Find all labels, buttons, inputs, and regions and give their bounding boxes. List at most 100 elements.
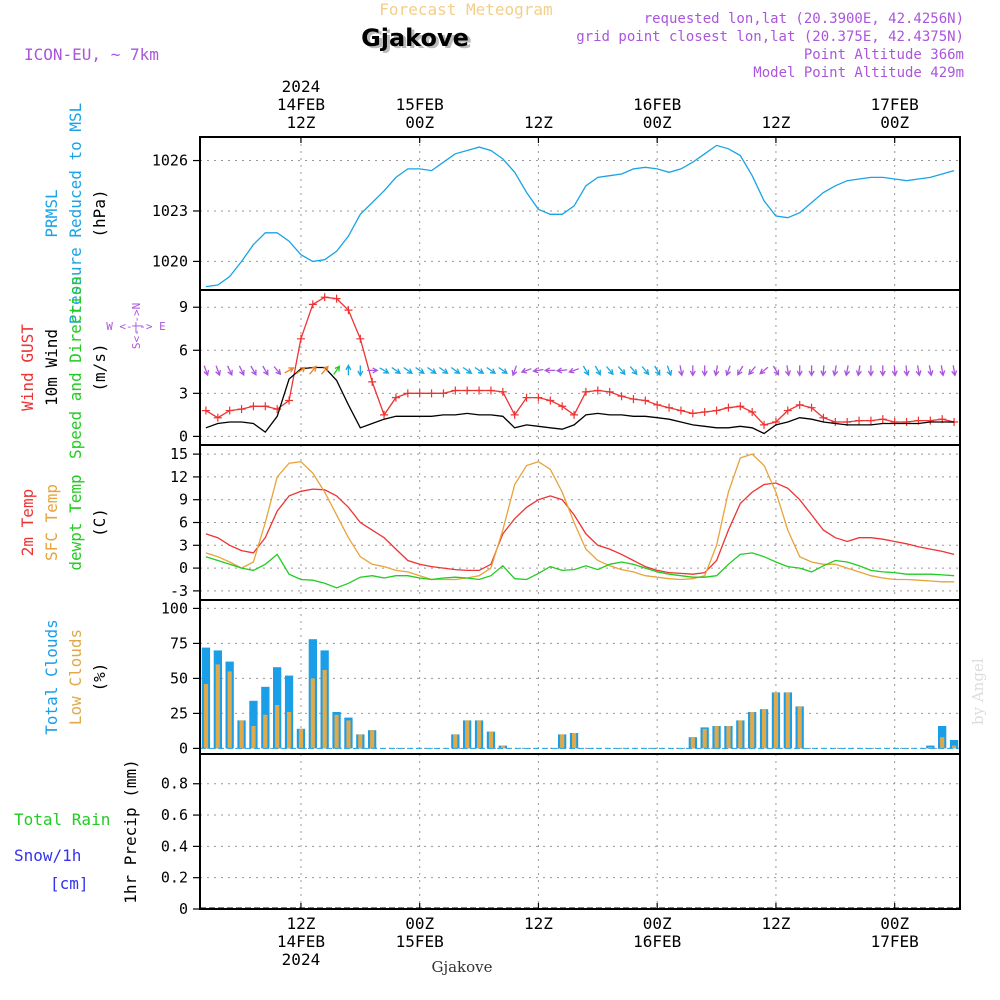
legend-snow-unit: [cm] — [50, 874, 89, 893]
gust-marker — [368, 377, 377, 386]
gust-marker — [629, 395, 638, 404]
ytick-label-precip: 0.6 — [161, 806, 188, 824]
gust-marker — [451, 386, 460, 395]
gust-marker — [510, 410, 519, 419]
low-cloud-bar — [738, 720, 743, 749]
ytick-label-clouds: 50 — [170, 669, 188, 687]
low-cloud-bar — [287, 712, 292, 749]
wind-arrow — [345, 364, 352, 376]
wind-arrow — [772, 365, 780, 376]
low-cloud-bar — [370, 730, 375, 749]
wind-arrow — [474, 366, 485, 374]
low-cloud-bar — [310, 678, 315, 749]
gust-marker — [653, 400, 662, 409]
ylabel-temperature: dewpt Temp — [66, 474, 85, 570]
low-cloud-bar — [322, 670, 327, 749]
gust-marker — [285, 396, 294, 405]
gust-marker — [201, 406, 210, 415]
wind-arrow — [737, 365, 744, 376]
location-title: Gjakove — [361, 24, 469, 52]
top-time-label: 14FEB — [277, 95, 325, 114]
gust-marker — [356, 334, 365, 343]
gust-marker — [534, 393, 543, 402]
ytick-label-wind: 9 — [179, 298, 188, 316]
model-label: ICON-EU, ~ 7km — [24, 45, 159, 64]
top-time-label: 17FEB — [871, 95, 919, 114]
ylabel-temperature: (C) — [90, 508, 109, 537]
wind-arrow — [203, 365, 210, 377]
wind-arrow — [296, 366, 307, 374]
wind-arrow — [725, 365, 732, 377]
gust-marker — [332, 294, 341, 303]
series-prmsl — [205, 144, 955, 288]
ylabel-clouds: (%) — [90, 663, 109, 692]
low-cloud-bar — [263, 714, 268, 749]
wind-arrow — [915, 365, 922, 377]
low-cloud-bar — [773, 692, 779, 749]
low-cloud-bar — [952, 745, 957, 749]
wind-arrow — [333, 365, 341, 375]
gust-marker — [795, 400, 804, 409]
gust-marker — [712, 406, 721, 415]
wind-arrow — [903, 365, 910, 377]
wind-arrow — [568, 367, 580, 374]
gust-marker — [463, 386, 472, 395]
bottom-time-label: 16FEB — [633, 932, 681, 951]
ytick-label-wind: 6 — [179, 341, 188, 359]
wind-arrow — [462, 366, 473, 374]
low-cloud-bar — [203, 684, 209, 749]
low-cloud-bar — [227, 671, 232, 749]
wind-arrow — [759, 366, 769, 375]
gust-marker — [427, 389, 436, 398]
wind-arrow — [543, 367, 556, 374]
low-cloud-bar — [762, 709, 767, 749]
low-cloud-bar — [572, 733, 577, 749]
gridpoint-lonlat: grid point closest lon,lat (20.375E, 42.… — [576, 29, 964, 45]
ytick-label-temperature: -3 — [170, 582, 188, 600]
wind-arrow — [654, 365, 661, 376]
bottom-time-label: 12Z — [524, 914, 553, 933]
total-cloud-bar — [249, 700, 258, 749]
gust-marker — [605, 387, 614, 396]
low-cloud-bar — [785, 692, 790, 749]
wind-arrow — [438, 366, 449, 374]
wind-arrow — [689, 365, 696, 377]
low-cloud-bar — [488, 731, 494, 749]
gust-marker — [902, 418, 911, 427]
low-cloud-bar — [358, 734, 363, 749]
wind-arrow — [784, 365, 792, 377]
gust-marker — [831, 418, 840, 427]
compass-ns: S<-|->N — [130, 303, 143, 349]
wind-arrow — [855, 365, 862, 377]
total-cloud-bar — [949, 740, 959, 749]
bottom-time-label: 15FEB — [396, 932, 444, 951]
wind-arrow — [309, 365, 317, 375]
wind-arrow — [486, 366, 497, 374]
bottom-time-label: 14FEB — [277, 932, 325, 951]
top-time-label: 12Z — [524, 113, 553, 132]
top-time-label: 2024 — [282, 77, 321, 96]
gust-marker — [498, 387, 507, 396]
super-title: Forecast Meteogram — [379, 0, 552, 19]
low-cloud-bar — [334, 714, 339, 749]
ylabel-wind: Speed and Direction — [66, 276, 85, 459]
gust-marker — [593, 386, 602, 395]
ylabel-pressure: (hPa) — [90, 189, 109, 237]
legend-snow: Snow/1h — [14, 846, 81, 865]
gust-marker — [249, 402, 258, 411]
ytick-label-precip: 0.2 — [161, 869, 188, 887]
gust-marker — [736, 402, 745, 411]
wind-arrow — [701, 365, 708, 377]
gust-marker — [641, 396, 650, 405]
wind-arrow — [891, 365, 898, 377]
low-cloud-bar — [702, 728, 707, 749]
wind-arrow — [629, 366, 638, 376]
gust-marker — [546, 396, 555, 405]
gust-marker — [344, 306, 353, 315]
wind-arrow — [713, 365, 720, 377]
ylabel-pressure: PRMSL — [42, 189, 61, 237]
low-cloud-bar — [275, 705, 280, 749]
gust-marker — [415, 389, 424, 398]
gust-marker — [617, 392, 626, 401]
ytick-label-temperature: 6 — [179, 514, 188, 532]
